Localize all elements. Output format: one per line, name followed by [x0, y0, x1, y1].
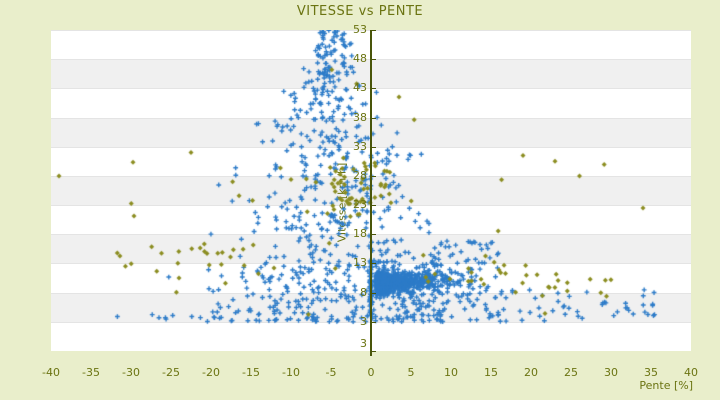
y-axis-tick [372, 351, 376, 352]
x-tick-label: 5 [407, 366, 415, 379]
y-axis-tick [372, 321, 376, 323]
y-tick-label: 13 [353, 256, 367, 270]
x-tick-label: 40 [684, 366, 698, 379]
y-axis-tick [372, 292, 376, 294]
x-tick-label: -15 [242, 366, 260, 379]
x-tick-label: -35 [82, 366, 100, 379]
x-tick-label: 35 [644, 366, 658, 379]
y-axis-tick [372, 59, 376, 61]
y-tick-label: 48 [353, 52, 367, 66]
x-tick-label: 10 [444, 366, 458, 379]
y-tick-label: 23 [353, 198, 367, 212]
y-tick-label: 8 [360, 285, 367, 299]
x-tick-label: -20 [202, 366, 220, 379]
x-axis-title: Pente [%] [639, 379, 693, 392]
y-axis-tick [372, 117, 376, 119]
y-axis-tick [372, 88, 376, 90]
x-tick-label: 25 [564, 366, 578, 379]
y-axis-tick [372, 263, 376, 265]
x-tick-label: -30 [122, 366, 140, 379]
chart-title: VITESSE vs PENTE [296, 4, 424, 19]
x-tick-label: -10 [282, 366, 300, 379]
x-tick-label: 20 [524, 366, 538, 379]
x-tick-label: -25 [162, 366, 180, 379]
y-tick-label: 38 [353, 110, 367, 124]
x-tick-label: -40 [42, 366, 60, 379]
x-tick-label: 30 [604, 366, 618, 379]
y-tick-label: 18 [353, 227, 367, 241]
x-tick-label: 0 [367, 366, 375, 379]
y-tick-label: 3 [360, 337, 367, 350]
y-tick-label: 28 [353, 168, 367, 182]
y-axis-tick [372, 175, 376, 177]
y-axis-tick [372, 30, 376, 31]
y-tick-label: 3 [360, 314, 367, 328]
y-tick-label: 53 [353, 23, 367, 36]
y-tick-label: 43 [353, 81, 367, 95]
y-axis-tick [372, 234, 376, 236]
y-axis-line [370, 30, 372, 356]
x-tick-label: -5 [325, 366, 337, 379]
y-axis-tick [372, 205, 376, 207]
y-tick-label: 33 [353, 139, 367, 153]
y-axis-tick [372, 146, 376, 148]
x-tick-label: 15 [484, 366, 498, 379]
